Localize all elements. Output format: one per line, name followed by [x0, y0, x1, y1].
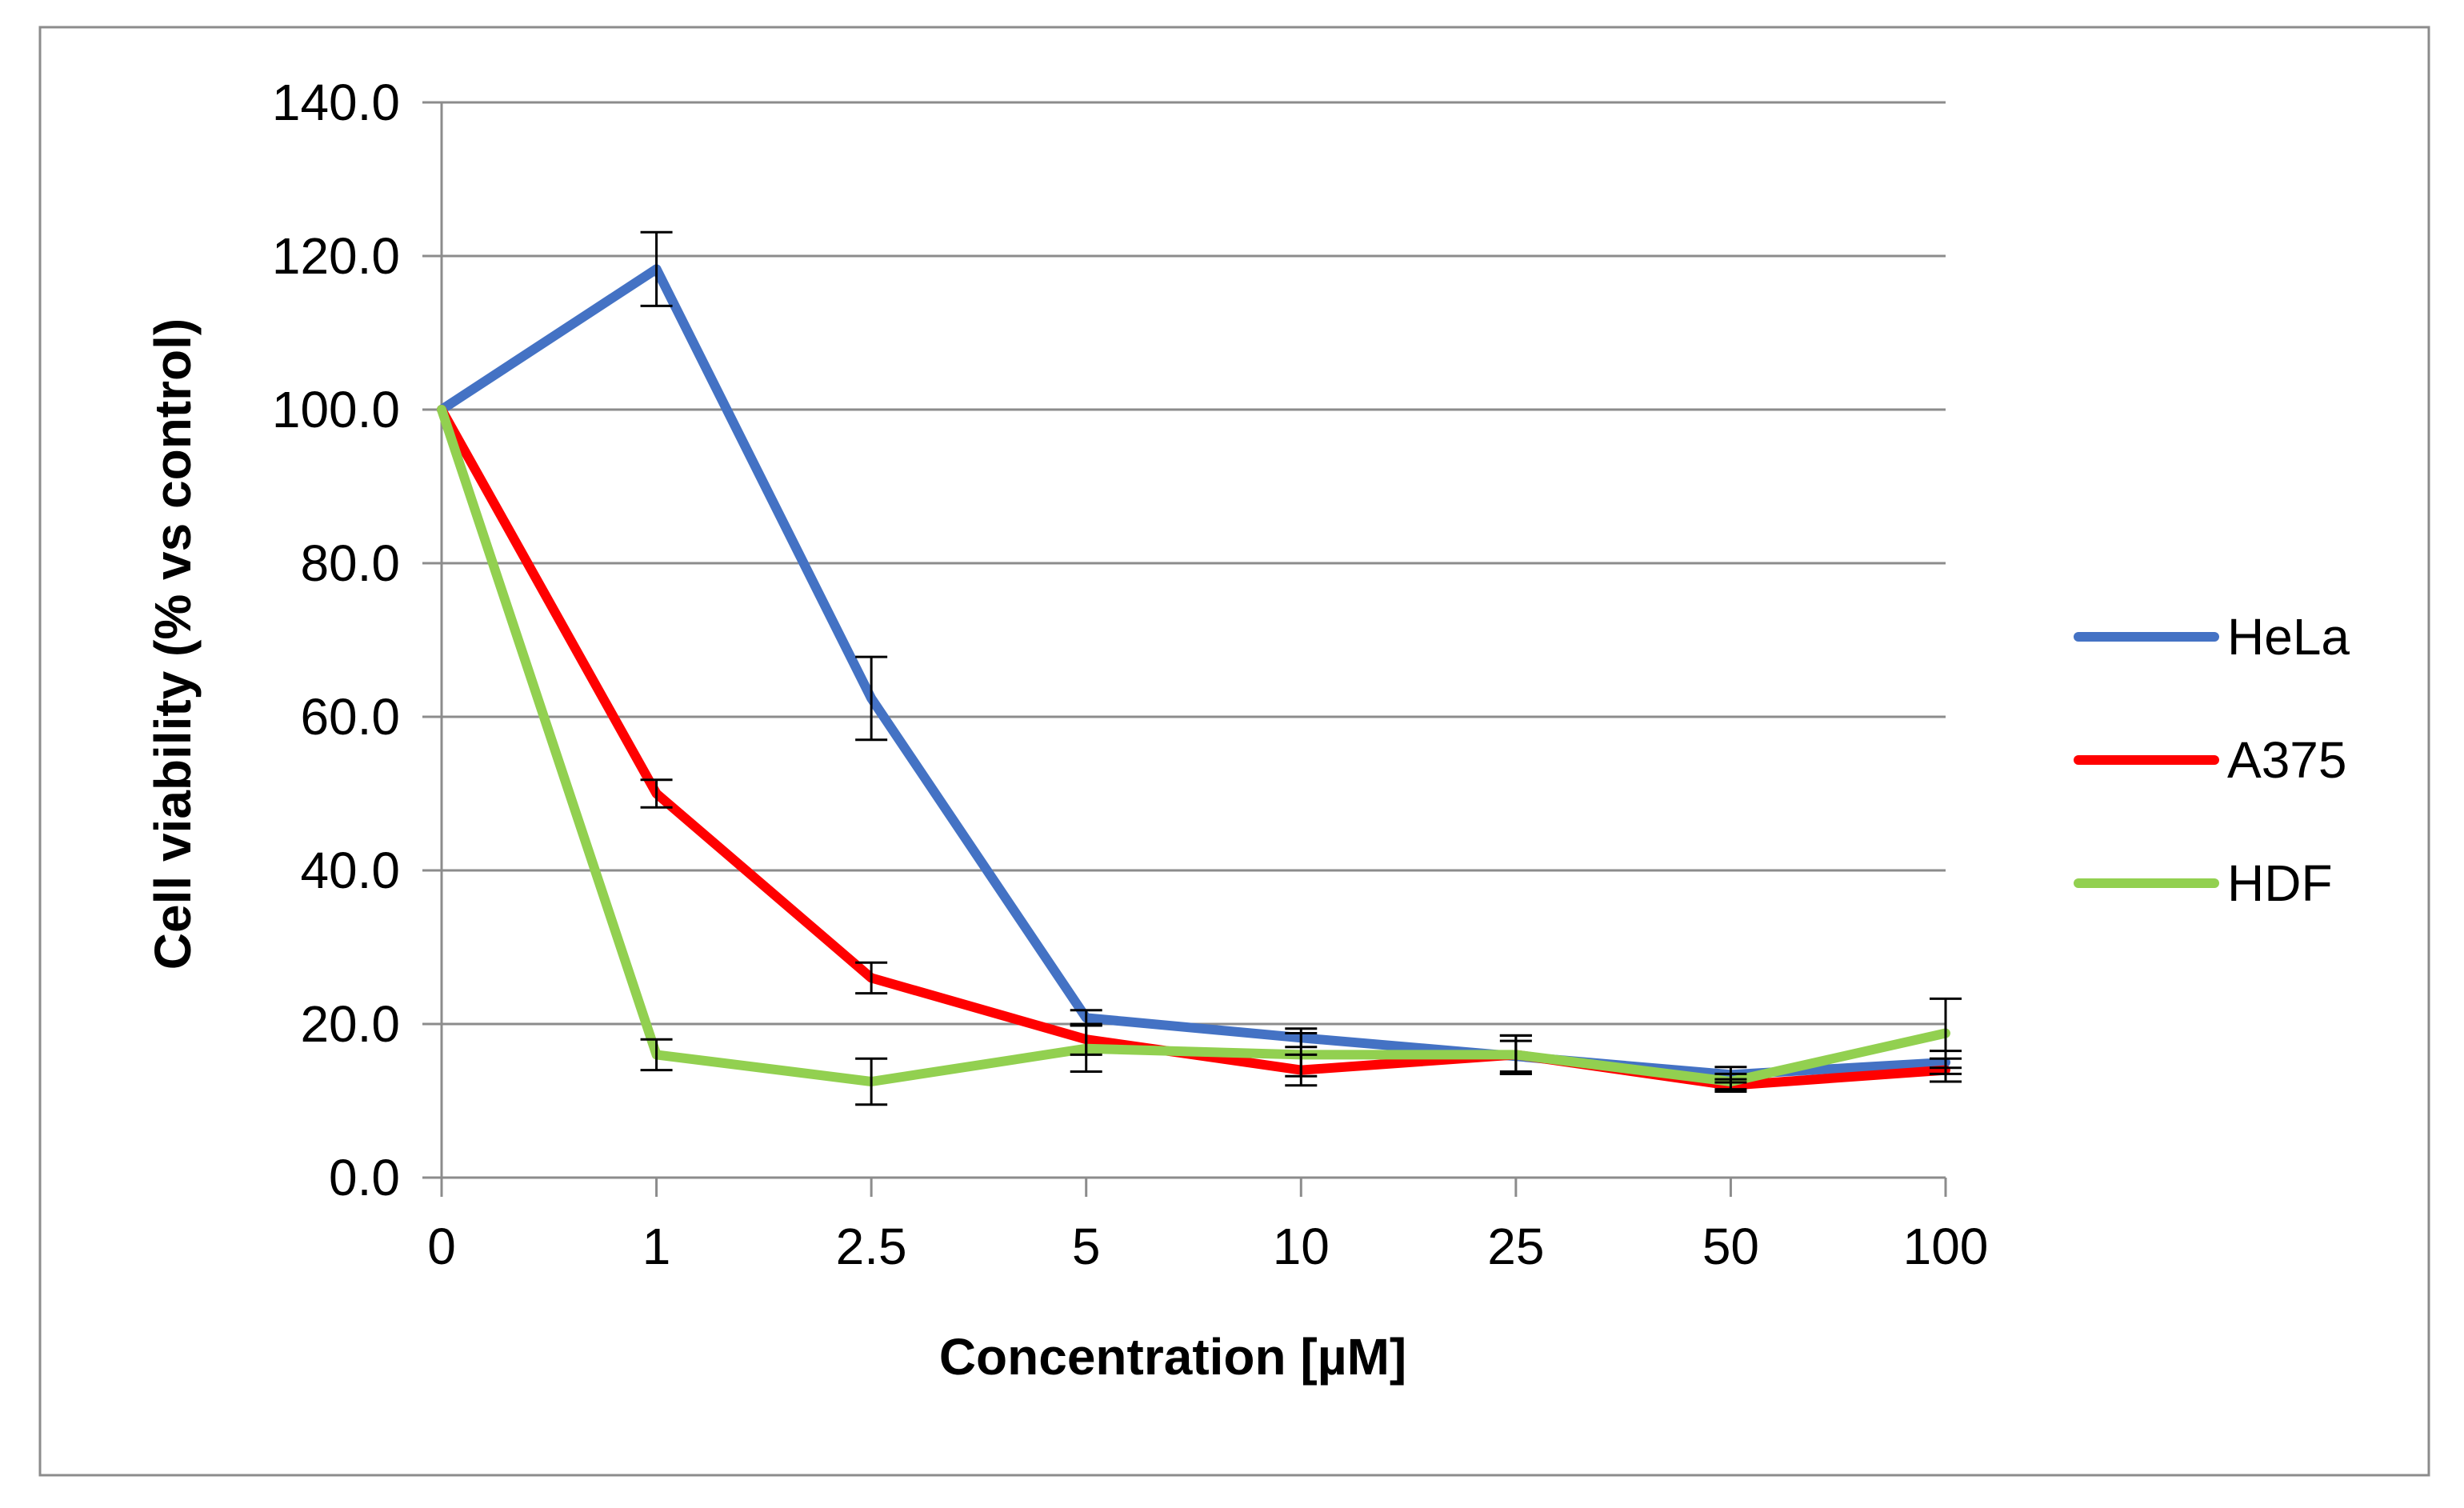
chart-frame — [38, 26, 2430, 1477]
x-tick-label: 5 — [1072, 1218, 1101, 1275]
x-tick-labels: 0 1 2.5 5 10 25 50 100 — [427, 1218, 1988, 1275]
x-tick-label: 2.5 — [836, 1218, 907, 1275]
y-tick-label: 100.0 — [272, 381, 400, 438]
y-tick-label: 40.0 — [300, 842, 400, 899]
y-tick-label: 120.0 — [272, 227, 400, 285]
x-tick-label: 1 — [642, 1218, 671, 1275]
gridlines — [442, 101, 1946, 1026]
series-line-hela — [437, 264, 1950, 1080]
x-tick-label: 25 — [1487, 1218, 1544, 1275]
axes — [422, 101, 1947, 1197]
legend: HeLa A375 HDF — [2074, 608, 2350, 912]
y-tick-label: 140.0 — [272, 74, 400, 131]
y-tick-label: 60.0 — [300, 688, 400, 746]
x-tick-label: 100 — [1903, 1218, 1989, 1275]
series-lines — [437, 264, 1950, 1090]
y-tick-label: 80.0 — [300, 534, 400, 592]
legend-label-hela: HeLa — [2227, 608, 2350, 666]
x-tick-label: 10 — [1273, 1218, 1330, 1275]
x-tick-label: 0 — [427, 1218, 456, 1275]
y-tick-label: 20.0 — [300, 995, 400, 1053]
x-tick-label: 50 — [1702, 1218, 1759, 1275]
legend-label-hdf: HDF — [2227, 854, 2333, 912]
series-line-hdf — [437, 405, 1950, 1086]
y-tick-labels: 0.0 20.0 40.0 60.0 80.0 100.0 120.0 140.0 — [272, 74, 400, 1206]
x-axis-title: Concentration [µM] — [939, 1328, 1406, 1386]
error-bars — [640, 230, 1962, 1106]
legend-label-a375: A375 — [2227, 731, 2346, 789]
y-tick-label: 0.0 — [329, 1149, 400, 1206]
y-axis-title: Cell viability (% vs control) — [144, 318, 202, 970]
